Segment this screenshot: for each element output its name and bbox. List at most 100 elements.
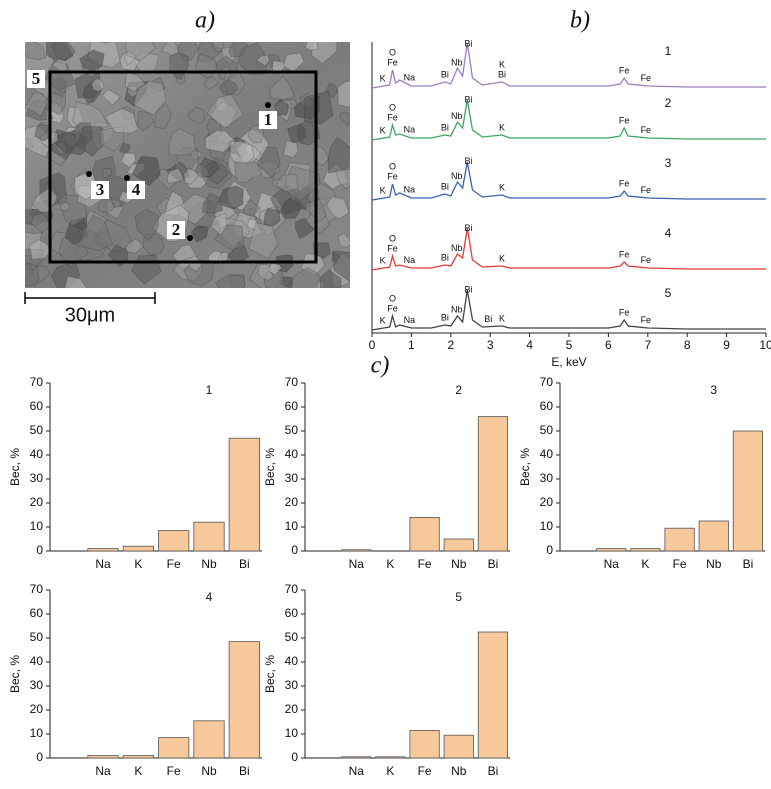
bar (443, 538, 474, 552)
grain (134, 208, 159, 242)
peak-label: Fe (619, 178, 630, 188)
spectrum-line (371, 99, 766, 141)
y-tick-label: 50 (285, 630, 299, 644)
y-tick-label: 50 (285, 423, 299, 437)
peak-label: K (380, 126, 386, 136)
peak-label: Na (404, 185, 416, 195)
peak-label: O (389, 102, 396, 112)
grain (44, 60, 76, 92)
peak-label: Fe (619, 115, 630, 125)
series-label: 5 (665, 286, 672, 300)
grain (218, 78, 239, 96)
panel-label: c) (371, 353, 390, 379)
bar (375, 756, 406, 759)
x-tick-label: Nb (451, 557, 467, 571)
grain (280, 197, 302, 219)
grain (168, 128, 196, 156)
peak-label: Na (404, 315, 416, 325)
y-tick-label: 60 (30, 606, 44, 620)
x-tick-label: K (134, 764, 142, 778)
y-tick-label: 40 (285, 654, 299, 668)
grain (190, 225, 210, 243)
point-marker (265, 102, 271, 108)
y-tick-label: 30 (540, 471, 554, 485)
grain (136, 110, 155, 132)
frame-label: 5 (32, 69, 41, 88)
y-tick-label: 10 (30, 726, 44, 740)
grain (77, 214, 114, 252)
x-tick-label: Fe (673, 557, 687, 571)
y-axis-label: Вес, % (263, 448, 277, 486)
grain (337, 232, 350, 248)
x-tick-label: Fe (418, 557, 432, 571)
peak-label: Bi (465, 38, 473, 48)
grain (194, 163, 212, 178)
peak-label: Bi (465, 223, 473, 233)
grain (120, 152, 137, 169)
grain (202, 192, 224, 214)
peak-label: Nb (451, 305, 463, 315)
y-tick-label: 40 (30, 447, 44, 461)
grain (305, 42, 319, 51)
label-box (91, 181, 109, 199)
y-tick-label: 20 (30, 495, 44, 509)
chart-title: 4 (206, 590, 213, 604)
peak-label: O (389, 233, 396, 243)
x-tick-label: Fe (167, 764, 181, 778)
x-tick-label: Na (349, 557, 365, 571)
peak-label: K (499, 122, 505, 132)
grain (203, 76, 220, 91)
chart-title: 3 (710, 383, 717, 397)
peak-label: K (499, 182, 505, 192)
grain (312, 242, 331, 259)
y-tick-label: 40 (285, 447, 299, 461)
y-tick-label: 40 (540, 447, 554, 461)
y-tick-label: 70 (285, 582, 299, 596)
y-tick-label: 0 (546, 543, 553, 557)
y-tick-label: 0 (36, 750, 43, 764)
peak-label: K (499, 253, 505, 263)
grain (125, 239, 144, 254)
x-tick-label: 4 (526, 338, 533, 352)
grain (285, 99, 298, 110)
peak-label: K (380, 316, 386, 326)
grain (269, 76, 296, 101)
peak-label: Nb (451, 57, 463, 67)
bar (409, 730, 440, 759)
grain (131, 156, 161, 187)
x-tick-label: 1 (408, 338, 415, 352)
peak-label: Na (404, 72, 416, 82)
peak-label: O (389, 47, 396, 57)
grain (337, 80, 350, 108)
bar (664, 527, 695, 552)
point-marker (187, 235, 193, 241)
point-label: 1 (264, 110, 273, 129)
x-tick-label: K (641, 557, 649, 571)
grain (247, 124, 264, 144)
y-tick-label: 60 (540, 399, 554, 413)
series-label: 4 (665, 226, 672, 240)
grain (25, 42, 47, 61)
y-tick-label: 30 (285, 471, 299, 485)
grain (118, 142, 131, 153)
grain (186, 106, 205, 125)
peak-label: K (380, 186, 386, 196)
x-tick-label: 9 (723, 338, 730, 352)
peak-label: K (380, 74, 386, 84)
grain (303, 90, 334, 125)
panel-label: a) (195, 8, 215, 34)
bar (87, 755, 119, 759)
peak-label: Na (404, 255, 416, 265)
x-tick-label: 6 (605, 338, 612, 352)
bar (341, 549, 372, 552)
peak-label: Bi (465, 94, 473, 104)
peak-label: Fe (387, 171, 398, 181)
x-tick-label: Bi (239, 557, 250, 571)
peak-label: Fe (387, 243, 398, 253)
bar (193, 521, 225, 552)
y-tick-label: 20 (540, 495, 554, 509)
grain (91, 78, 105, 92)
peak-label: O (389, 161, 396, 171)
grain (154, 102, 172, 130)
grain (166, 167, 185, 184)
